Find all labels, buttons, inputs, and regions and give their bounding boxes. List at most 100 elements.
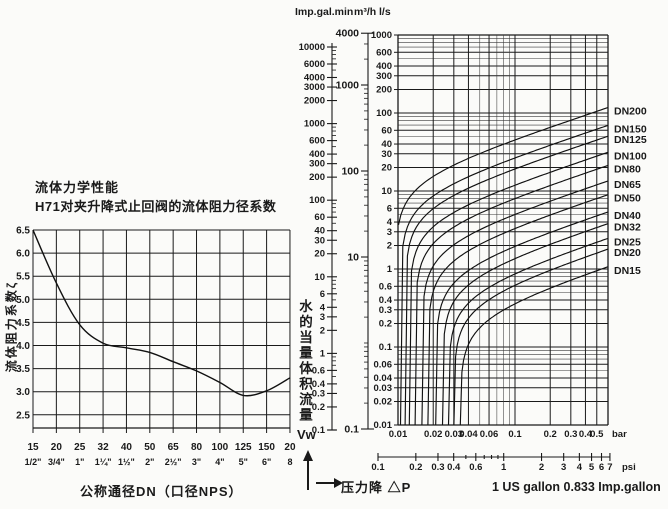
nps-tick-label: 6" [262,457,271,467]
dn-label-DN32: DN32 [614,222,641,234]
dn-label-DN200: DN200 [614,106,647,118]
ls-tick-label: 60 [381,125,392,136]
psi-tick-label: 0.3 [431,462,444,473]
nps-tick-label: 1¼" [95,457,112,467]
zeta-tick-label: 3.5 [16,364,30,375]
imp-tick-label: 600 [309,136,325,147]
ls-tick-label: 1 [387,264,393,275]
ls-tick-label: 20 [381,163,392,174]
dn-label-DN150: DN150 [614,123,647,135]
imp-tick-label: 6 [320,289,325,300]
psi-tick-label: 0.6 [469,462,482,473]
imp-tick-label: 10000 [299,42,325,53]
m3h-tick-label: 10 [347,252,359,264]
zeta-tick-label: 4.0 [16,341,30,352]
axis-direction-arrows [303,450,343,490]
imp-tick-label: 20 [314,249,325,260]
zeta-tick-label: 6.5 [16,226,30,237]
ls-tick-label: 4 [387,217,393,228]
m3h-tick-label: 100 [341,166,359,178]
flow-curve-DN15 [459,266,609,426]
nps-tick-label: 5" [239,457,248,467]
ls-tick-label: 1000 [371,30,392,41]
imp-tick-label: 0.6 [312,365,325,376]
dn-label-DN20: DN20 [614,247,641,259]
flow-curve-DN125 [404,135,609,426]
left-chart-subtitle: H71对夹升降式止回阀的流体阻力径系数 [35,199,277,214]
pressure-drop-label: 压力降 △P [341,480,412,495]
zeta-tick-label: 5.0 [16,295,30,306]
unit-label-m3h: m³/h [354,6,377,18]
dn-label-DN80: DN80 [614,163,641,175]
unit-label-l-s: l/s [379,6,391,18]
nomogram-grid [397,34,609,426]
flow-curve-DN150 [399,124,609,426]
ls-tick-label: 400 [376,61,392,72]
m3h-tick-label: 0.1 [344,424,359,436]
ls-tick-label: 0.02 [374,397,393,408]
nps-tick-label: 4" [215,457,224,467]
dn-label-DN15: DN15 [614,265,641,277]
ls-tick-label: 0.1 [379,342,393,353]
imp-tick-label: 4 [320,302,326,313]
bar-tick-label: 0.01 [389,429,408,440]
ls-tick-label: 0.03 [374,383,393,394]
psi-ruler [377,453,611,461]
bar-tick-label: 0.06 [480,429,499,440]
dn-label-DN40: DN40 [614,210,641,222]
imp-tick-label: 40 [314,226,325,237]
ls-tick-label: 0.2 [379,319,392,330]
flow-axis-label: 水的当量体积流量 [297,299,312,423]
imp-tick-label: 300 [309,159,325,170]
imp-tick-label: 4000 [304,72,325,83]
dn-label-DN25: DN25 [614,236,641,248]
ls-tick-label: 300 [376,71,392,82]
bar-tick-label: 0.03 [445,429,464,440]
m3h-tick-label: 4000 [336,28,360,40]
ls-tick-label: 0.4 [379,295,393,306]
imp-gal-ruler [327,43,337,431]
zeta-tick-label: 2.5 [16,410,30,421]
dn-tick-label: 50 [144,442,156,453]
ls-tick-label: 40 [381,139,392,150]
nps-tick-label: 1/2" [25,457,42,467]
ls-tick-label: 600 [376,47,392,58]
imp-tick-label: 0.1 [312,425,326,436]
flow-curve-DN40 [435,211,609,426]
ls-tick-label: 10 [381,186,392,197]
bar-tick-label: 0.1 [508,429,522,440]
zeta-curve [32,229,291,397]
nps-tick-label: 8 [287,457,292,467]
psi-unit-label: psi [622,462,636,473]
up-arrow-icon [303,450,313,490]
flow-axis-symbol: Vw [297,427,316,442]
resistance-coefficient-chart: 6.5 6.0 5.5 5.0 4.5 4.0 3.5 3.0 2.5 15 20 25 32 40 50 6… [16,226,296,468]
dn-tick-label: 20 [51,442,63,453]
ls-tick-label: 30 [381,149,392,160]
nps-tick-label: 2" [145,457,154,467]
imp-tick-label: 0.4 [312,379,326,390]
flow-curve-DN32 [441,223,609,426]
m3h-ruler [361,32,374,430]
bar-tick-label: 0.4 [579,429,593,440]
dn-tick-label: 80 [191,442,203,453]
flow-curve-DN65 [421,180,609,426]
imp-tick-label: 0.3 [312,388,325,399]
dn-tick-label: 20 [284,442,296,453]
psi-tick-label: 0.4 [447,462,461,473]
flow-curve-DN50 [427,194,609,426]
bar-unit-label: bar [612,429,627,440]
psi-tick-label: 0.2 [409,462,422,473]
left-chart-grid [32,229,291,433]
dn-tick-label: 40 [121,442,133,453]
dn-label-DN50: DN50 [614,193,641,205]
dn-label-DN65: DN65 [614,179,641,191]
imp-tick-label: 30 [314,235,325,246]
psi-tick-label: 2 [539,462,544,473]
ls-tick-label: 100 [376,108,392,119]
dn-tick-label: 150 [258,442,275,453]
flow-curve-DN20 [453,248,609,426]
bar-tick-label: 0.04 [459,429,478,440]
ls-tick-label: 0.3 [379,305,392,316]
nps-tick-label: 3/4" [48,457,65,467]
